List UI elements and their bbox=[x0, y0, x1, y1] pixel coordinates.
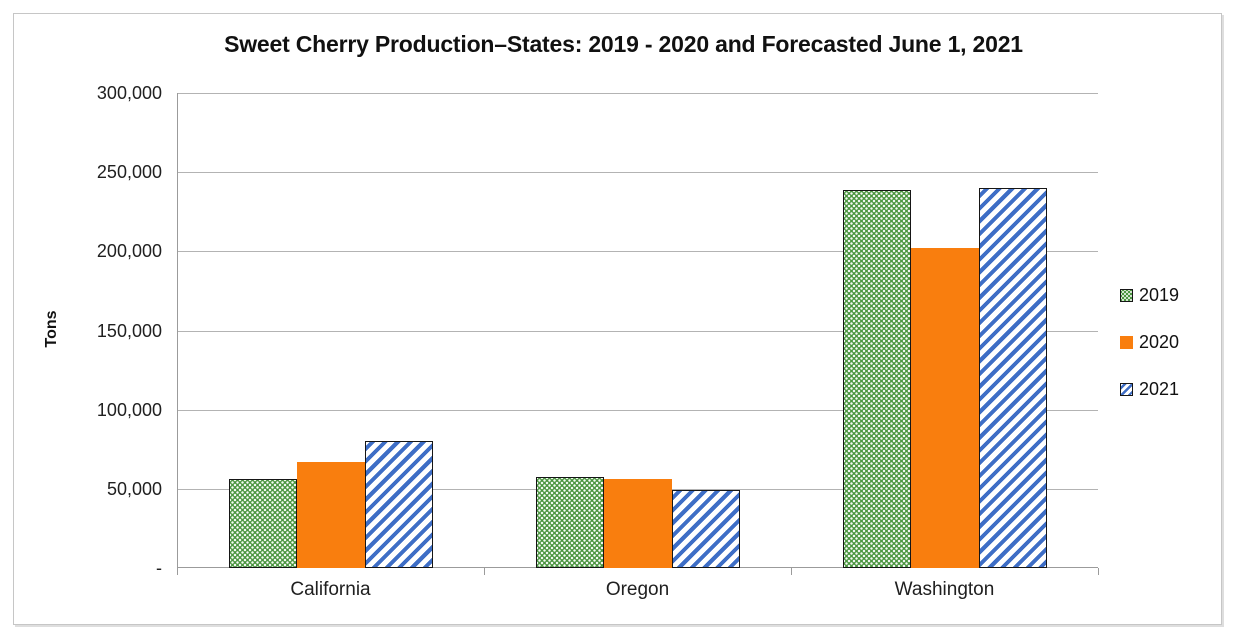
y-axis-tick-label: 150,000 bbox=[96, 320, 162, 341]
x-axis-tick bbox=[790, 568, 792, 575]
gridline bbox=[177, 172, 1098, 174]
gridline bbox=[177, 251, 1098, 253]
legend-swatch-2020-icon bbox=[1120, 335, 1133, 349]
bar-2019-washington bbox=[842, 189, 911, 568]
y-axis-tick-label: 100,000 bbox=[96, 399, 162, 420]
bar-2020-california bbox=[296, 461, 365, 568]
legend-label-2021: 2021 bbox=[1139, 378, 1180, 399]
chart-border-frame bbox=[13, 13, 1222, 625]
gridline bbox=[177, 330, 1098, 332]
bar-2020-oregon bbox=[603, 478, 672, 568]
x-axis-category-label: California bbox=[290, 579, 371, 600]
y-axis-line bbox=[177, 93, 178, 568]
y-axis-tick-label: 200,000 bbox=[96, 241, 162, 262]
legend-item-2021: 2021 bbox=[1120, 379, 1179, 399]
legend-swatch-2021-icon bbox=[1120, 382, 1133, 396]
x-axis-category-label: Oregon bbox=[605, 579, 670, 600]
x-axis-category-label: Washington bbox=[894, 579, 995, 600]
x-axis-tick bbox=[483, 568, 485, 575]
x-axis-tick bbox=[1097, 568, 1099, 575]
gridline bbox=[177, 409, 1098, 411]
legend-item-2019: 2019 bbox=[1120, 285, 1179, 305]
y-axis-tick-label: - bbox=[156, 558, 162, 578]
y-axis-tick-label: 300,000 bbox=[96, 83, 162, 103]
plot-area: - 50,000 100,000 150,000 200,000 250,000 300,0… bbox=[97, 83, 1099, 600]
x-axis-tick bbox=[176, 568, 178, 575]
legend-label-2020: 2020 bbox=[1139, 331, 1180, 352]
bar-2019-california bbox=[228, 479, 297, 568]
bar-2020-washington bbox=[910, 248, 979, 568]
legend-swatch-2019-icon bbox=[1120, 288, 1133, 302]
legend: 2019 2020 2021 bbox=[1120, 285, 1179, 426]
bar-2021-washington bbox=[978, 188, 1047, 568]
legend-item-2020: 2020 bbox=[1120, 332, 1179, 352]
bar-2019-oregon bbox=[535, 476, 604, 568]
y-axis-tick-label: 50,000 bbox=[106, 478, 162, 499]
bar-2021-california bbox=[364, 441, 433, 568]
gridline bbox=[177, 93, 1098, 94]
chart-title: Sweet Cherry Production–States: 2019 - 2… bbox=[224, 31, 1023, 57]
y-axis-tick-label: 250,000 bbox=[96, 162, 162, 183]
legend-label-2019: 2019 bbox=[1139, 284, 1180, 305]
bar-2021-oregon bbox=[671, 489, 740, 568]
